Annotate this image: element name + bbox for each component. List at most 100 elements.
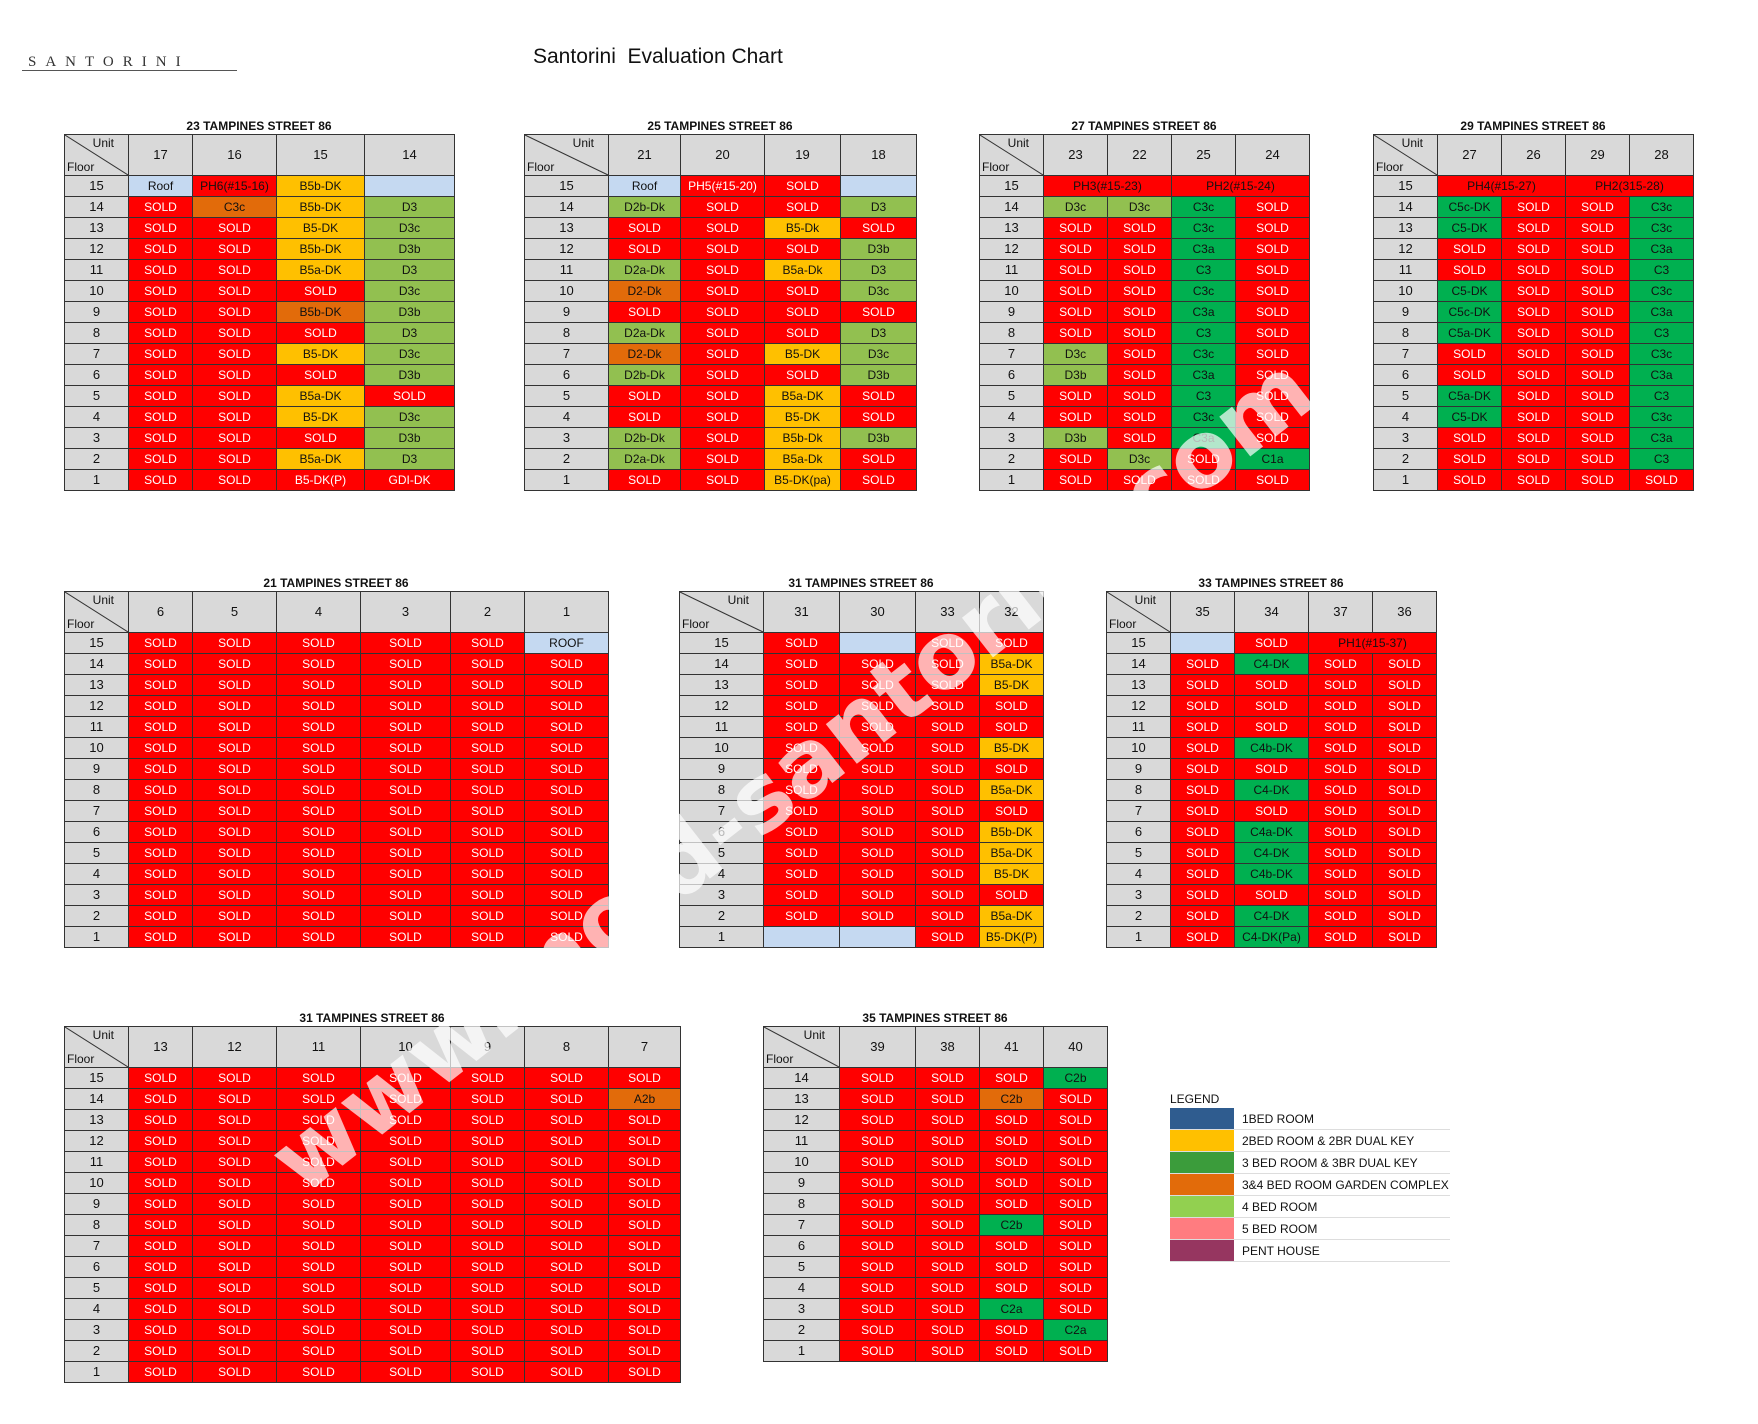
sold-unit-cell: SOLD xyxy=(915,800,980,822)
unit-cell: B5a-DK xyxy=(276,448,365,470)
floor-row: 9 SOLD SOLD SOLD SOLD SOLD SOLD xyxy=(64,758,609,780)
sold-unit-cell: SOLD xyxy=(360,884,451,906)
sold-unit-cell: SOLD xyxy=(276,716,361,738)
sold-unit-cell: SOLD xyxy=(1234,884,1309,906)
sold-unit-cell: SOLD xyxy=(1565,280,1630,302)
legend-swatch xyxy=(1170,1108,1234,1129)
floor-number: 4 xyxy=(64,1298,129,1320)
unit-number-header: 19 xyxy=(764,134,841,176)
sold-unit-cell: SOLD xyxy=(1372,884,1437,906)
floor-number: 5 xyxy=(1106,842,1171,864)
floor-row: 11 SOLD SOLD SOLD SOLD xyxy=(1106,716,1437,738)
floor-row: 12 SOLD SOLD SOLD C3a xyxy=(1373,238,1694,260)
sold-unit-cell: SOLD xyxy=(450,863,525,885)
floor-number: 11 xyxy=(1106,716,1171,738)
sold-unit-cell: SOLD xyxy=(128,1361,193,1383)
sold-unit-cell: SOLD xyxy=(1308,884,1373,906)
unit-cell: B5-DK xyxy=(276,406,365,428)
unit-number-header: 20 xyxy=(680,134,765,176)
floor-row: 8 SOLD C4-DK SOLD SOLD xyxy=(1106,779,1437,801)
floor-number: 2 xyxy=(763,1319,840,1341)
sold-unit-cell: SOLD xyxy=(360,1172,451,1194)
sold-unit-cell: SOLD xyxy=(192,842,277,864)
unit-cell: D2-Dk xyxy=(608,280,681,302)
floor-row: 11 SOLD SOLD SOLD SOLD SOLD SOLD SOLD xyxy=(64,1151,681,1173)
unit-cell: C3a xyxy=(1171,364,1236,386)
unit-cell: PH3(#15-23) xyxy=(1043,175,1172,197)
floor-row: 8 SOLD SOLD SOLD SOLD SOLD SOLD xyxy=(64,779,609,801)
sold-unit-cell: SOLD xyxy=(1235,343,1310,365)
sold-unit-cell: SOLD xyxy=(840,406,917,428)
unit-cell: C3 xyxy=(1629,322,1694,344)
sold-unit-cell: SOLD xyxy=(1235,280,1310,302)
unit-cell: B5b-DK xyxy=(276,196,365,218)
floor-row: 11 SOLD SOLD SOLD SOLD xyxy=(763,1130,1108,1152)
floor-row: 15 SOLD SOLD SOLD xyxy=(679,632,1044,654)
floor-row: 10 SOLD SOLD C3c SOLD xyxy=(979,280,1310,302)
floor-row: 7 SOLD SOLD SOLD C3c xyxy=(1373,343,1694,365)
floor-number: 7 xyxy=(763,1214,840,1236)
sold-unit-cell: SOLD xyxy=(1308,716,1373,738)
sold-unit-cell: SOLD xyxy=(1043,1340,1108,1362)
floor-number: 13 xyxy=(64,674,129,696)
sold-unit-cell: SOLD xyxy=(276,1067,361,1089)
unit-number-header: 9 xyxy=(450,1026,525,1068)
sold-unit-cell: SOLD xyxy=(763,674,840,696)
floor-row: 5 SOLD SOLD B5a-DK SOLD xyxy=(64,385,455,407)
floor-row: 12 SOLD SOLD C3a SOLD xyxy=(979,238,1310,260)
sold-unit-cell: SOLD xyxy=(450,632,525,654)
floor-row: 8 D2a-Dk SOLD SOLD D3 xyxy=(524,322,917,344)
legend-item: PENT HOUSE xyxy=(1170,1240,1450,1262)
sold-unit-cell: SOLD xyxy=(1501,280,1566,302)
sold-unit-cell: SOLD xyxy=(979,632,1044,654)
unit-cell: B5-DK xyxy=(979,737,1044,759)
sold-unit-cell: SOLD xyxy=(839,1298,916,1320)
floor-number: 3 xyxy=(763,1298,840,1320)
sold-unit-cell: SOLD xyxy=(915,653,980,675)
sold-unit-cell: SOLD xyxy=(524,884,609,906)
sold-unit-cell: SOLD xyxy=(1372,653,1437,675)
floor-number: 3 xyxy=(1373,427,1438,449)
sold-unit-cell: SOLD xyxy=(839,1277,916,1299)
floor-number: 7 xyxy=(1106,800,1171,822)
floor-row: 14 SOLD SOLD SOLD SOLD SOLD SOLD xyxy=(64,653,609,675)
floor-row: 12 SOLD SOLD SOLD SOLD xyxy=(679,695,1044,717)
sold-unit-cell: SOLD xyxy=(276,1361,361,1383)
floor-number: 2 xyxy=(1106,905,1171,927)
floor-row: 12 SOLD SOLD SOLD SOLD SOLD SOLD xyxy=(64,695,609,717)
floor-number: 3 xyxy=(524,427,609,449)
unit-cell: B5a-DK xyxy=(276,385,365,407)
sold-unit-cell: SOLD xyxy=(276,800,361,822)
sold-unit-cell: SOLD xyxy=(1043,1172,1108,1194)
sold-unit-cell: SOLD xyxy=(450,800,525,822)
sold-unit-cell: SOLD xyxy=(1308,695,1373,717)
floor-number: 3 xyxy=(979,427,1044,449)
floor-row: 10 SOLD SOLD SOLD SOLD xyxy=(763,1151,1108,1173)
floor-number: 3 xyxy=(679,884,764,906)
floor-number: 8 xyxy=(64,322,129,344)
floor-number: 6 xyxy=(1106,821,1171,843)
sold-unit-cell: SOLD xyxy=(839,1151,916,1173)
sold-unit-cell: SOLD xyxy=(1107,406,1172,428)
sold-unit-cell: SOLD xyxy=(360,905,451,927)
sold-unit-cell: SOLD xyxy=(915,1298,980,1320)
sold-unit-cell: SOLD xyxy=(979,695,1044,717)
floor-number: 10 xyxy=(64,1172,129,1194)
floor-row: 3 SOLD SOLD SOLD SOLD xyxy=(1106,884,1437,906)
floor-number: 9 xyxy=(524,301,609,323)
floor-row: 7 SOLD SOLD SOLD SOLD xyxy=(679,800,1044,822)
unit-floor-header: Unit Floor xyxy=(1106,591,1171,633)
legend-item: 5 BED ROOM xyxy=(1170,1218,1450,1240)
floor-row: 14 SOLD SOLD SOLD B5a-DK xyxy=(679,653,1044,675)
floor-row: 4 SOLD SOLD B5-DK D3c xyxy=(64,406,455,428)
sold-unit-cell: SOLD xyxy=(276,1193,361,1215)
sold-unit-cell: SOLD xyxy=(680,469,765,491)
sold-unit-cell: SOLD xyxy=(1372,863,1437,885)
floor-label: Floor xyxy=(682,617,710,631)
sold-unit-cell: SOLD xyxy=(276,905,361,927)
unit-cell: B5a-DK xyxy=(979,842,1044,864)
unit-grid: Unit Floor 31 30 33 32 15 SOLD SOLD SOLD 14 SOLD SOL… xyxy=(679,591,1044,948)
sold-unit-cell: SOLD xyxy=(840,385,917,407)
sold-unit-cell: SOLD xyxy=(1372,821,1437,843)
sold-unit-cell: SOLD xyxy=(1107,364,1172,386)
